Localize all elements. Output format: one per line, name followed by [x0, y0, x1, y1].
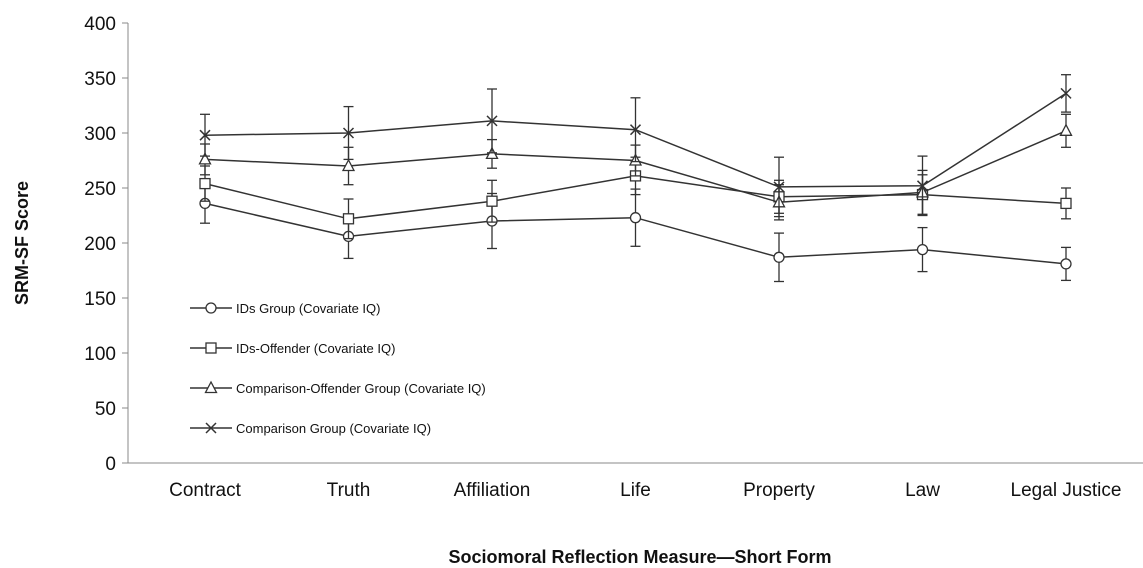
data-point-square — [486, 195, 498, 207]
legend-item: Comparison-Offender Group (Covariate IQ) — [190, 380, 486, 396]
legend-label: Comparison-Offender Group (Covariate IQ) — [236, 381, 486, 396]
x-tick-label: Contract — [169, 480, 242, 501]
y-tick-label: 400 — [84, 14, 116, 35]
y-tick-label: 350 — [84, 69, 116, 90]
y-tick-label: 250 — [84, 179, 116, 200]
data-point-triangle — [341, 158, 356, 172]
data-point-square — [1060, 197, 1072, 210]
y-axis-title: SRM-SF Score — [12, 181, 32, 305]
legend-label: Comparison Group (Covariate IQ) — [236, 421, 431, 436]
legend-item: Comparison Group (Covariate IQ) — [190, 421, 431, 436]
y-tick-label: 50 — [95, 399, 116, 420]
data-point-x — [1060, 87, 1072, 99]
legend-label: IDs-Offender (Covariate IQ) — [236, 341, 395, 356]
data-point-x — [199, 129, 211, 141]
y-tick-label: 0 — [105, 454, 116, 475]
data-point-circle — [916, 243, 929, 256]
x-tick-label: Law — [905, 480, 940, 501]
data-point-square — [199, 177, 211, 190]
plot-series — [198, 74, 1073, 283]
series-circle — [199, 182, 1072, 283]
y-tick-label: 300 — [84, 124, 116, 145]
legend-item: IDs-Offender (Covariate IQ) — [190, 341, 395, 356]
legend: IDs Group (Covariate IQ) IDs-Offender (Co… — [190, 301, 486, 436]
y-ticks: 0 50 100 150 200 250 300 350 400 — [84, 14, 128, 475]
data-point-circle — [205, 302, 217, 314]
data-point-circle — [1060, 258, 1072, 270]
data-point-triangle — [204, 380, 218, 394]
data-point-square — [342, 213, 355, 225]
data-point-x — [342, 127, 355, 139]
data-point-x — [205, 422, 217, 434]
x-tick-label: Legal Justice — [1011, 480, 1122, 501]
data-point-circle — [773, 251, 785, 263]
data-point-x — [916, 180, 929, 192]
x-ticks: Contract Truth Affiliation Life Property Law L… — [169, 480, 1121, 501]
legend-label: IDs Group (Covariate IQ) — [236, 301, 381, 316]
series-x — [199, 74, 1072, 218]
y-tick-label: 100 — [84, 344, 116, 365]
x-tick-label: Property — [743, 480, 815, 501]
legend-item: IDs Group (Covariate IQ) — [190, 301, 381, 316]
data-point-triangle — [1059, 123, 1073, 136]
data-point-triangle — [198, 151, 212, 165]
y-tick-label: 200 — [84, 234, 116, 255]
x-tick-label: Truth — [327, 480, 371, 501]
data-point-x — [486, 115, 498, 127]
y-tick-label: 150 — [84, 289, 116, 310]
x-axis-title: Sociomoral Reflection Measure—Short Form — [448, 547, 831, 567]
data-point-x — [773, 181, 785, 193]
x-tick-label: Life — [620, 480, 651, 501]
data-point-x — [629, 124, 642, 136]
x-tick-label: Affiliation — [454, 480, 531, 501]
data-point-square — [205, 342, 217, 354]
data-point-circle — [629, 212, 642, 224]
